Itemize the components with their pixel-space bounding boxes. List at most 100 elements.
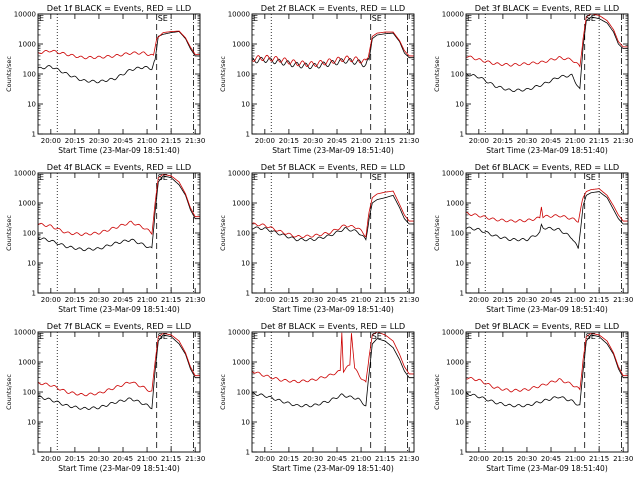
y-tick-label: 1000 (232, 41, 250, 49)
panel-title: Det 8f BLACK = Events, RED = LLD (261, 321, 405, 331)
y-tick-label: 10000 (14, 11, 36, 19)
x-tick-label: 21:00 (565, 137, 585, 145)
x-tick-label: 20:45 (327, 137, 347, 145)
panel-8: Det 8f BLACK = Events, RED = LLD Counts/s… (219, 321, 419, 473)
y-tick-label: 1000 (446, 200, 464, 208)
series-lld-line (466, 332, 628, 393)
marker-e: E (253, 173, 258, 182)
x-axis-label: Start Time (23-Mar-09 18:51:40) (58, 146, 180, 155)
marker-se: SE (586, 173, 596, 182)
x-tick-label: 20:15 (65, 137, 85, 145)
marker-e: E (39, 332, 44, 341)
plot-frame (251, 172, 415, 294)
x-tick-label: 20:30 (303, 296, 323, 304)
y-tick-label: 100 (23, 230, 36, 238)
x-tick-label: 20:15 (493, 455, 513, 463)
y-tick-label: 10 (241, 101, 250, 109)
y-tick-label: 1 (460, 449, 464, 457)
x-tick-label: 20:30 (303, 137, 323, 145)
panel-2: Det 2f BLACK = Events, RED = LLD Counts/s… (219, 3, 419, 155)
y-tick-label: 10000 (442, 11, 464, 19)
marker-se: SE (158, 14, 168, 23)
y-tick-label: 10000 (14, 170, 36, 178)
series-lld-line (252, 332, 414, 384)
x-tick-label: 20:00 (41, 455, 61, 463)
y-tick-label: 1000 (232, 359, 250, 367)
x-tick-label: 20:15 (65, 296, 85, 304)
y-tick-label: 10000 (228, 11, 250, 19)
series-events-line (466, 191, 628, 249)
panel-7: Det 7f BLACK = Events, RED = LLD Counts/s… (5, 321, 205, 473)
x-tick-label: 21:30 (399, 296, 419, 304)
marker-se: SE (586, 332, 596, 341)
marker-se: SE (586, 14, 596, 23)
series-lld-line (466, 188, 628, 223)
y-tick-label: 1000 (446, 41, 464, 49)
panel-1: Det 1f BLACK = Events, RED = LLD Counts/s… (5, 3, 205, 155)
x-tick-label: 21:00 (137, 137, 157, 145)
series-lld-line (252, 31, 414, 67)
x-tick-label: 21:00 (351, 455, 371, 463)
y-tick-label: 100 (23, 389, 36, 397)
x-tick-label: 21:15 (589, 455, 609, 463)
y-tick-label: 10 (241, 419, 250, 427)
x-tick-label: 20:00 (41, 137, 61, 145)
x-tick-label: 21:00 (565, 296, 585, 304)
x-tick-label: 20:15 (493, 137, 513, 145)
x-tick-label: 21:30 (399, 455, 419, 463)
series-events-line (252, 32, 414, 70)
y-axis-label: Counts/sec (433, 374, 441, 410)
y-tick-label: 10 (455, 101, 464, 109)
panel-5: Det 5f BLACK = Events, RED = LLD Counts/s… (219, 162, 419, 314)
x-tick-label: 21:15 (161, 296, 181, 304)
marker-e: E (467, 173, 472, 182)
series-lld-line (38, 30, 200, 60)
x-tick-label: 20:45 (113, 137, 133, 145)
panel-title: Det 6f BLACK = Events, RED = LLD (475, 162, 619, 172)
x-tick-label: 21:00 (137, 455, 157, 463)
panel-title: Det 2f BLACK = Events, RED = LLD (261, 3, 405, 13)
y-tick-label: 1 (246, 290, 250, 298)
x-tick-label: 21:30 (185, 296, 205, 304)
y-tick-label: 1000 (18, 41, 36, 49)
y-axis-label: Counts/sec (433, 56, 441, 92)
panel-title: Det 3f BLACK = Events, RED = LLD (475, 3, 619, 13)
x-tick-label: 21:30 (613, 455, 633, 463)
marker-se: SE (372, 173, 382, 182)
y-tick-label: 1 (32, 131, 36, 139)
y-axis-label: Counts/sec (5, 56, 13, 92)
series-lld-line (38, 173, 200, 236)
x-tick-label: 20:30 (517, 137, 537, 145)
series-events-line (38, 31, 200, 84)
y-axis-label: Counts/sec (5, 215, 13, 251)
x-tick-label: 21:15 (589, 137, 609, 145)
x-axis-label: Start Time (23-Mar-09 18:51:40) (58, 305, 180, 314)
y-tick-label: 10 (27, 419, 36, 427)
panel-6: Det 6f BLACK = Events, RED = LLD Counts/s… (433, 162, 633, 314)
y-tick-label: 1000 (18, 200, 36, 208)
x-tick-label: 20:00 (255, 296, 275, 304)
series-events-line (466, 16, 628, 93)
y-tick-label: 10000 (14, 329, 36, 337)
x-tick-label: 21:30 (613, 137, 633, 145)
plot-frame (37, 172, 201, 294)
x-tick-label: 21:30 (185, 455, 205, 463)
x-tick-label: 20:15 (279, 455, 299, 463)
marker-e: E (253, 332, 258, 341)
x-tick-label: 20:00 (469, 455, 489, 463)
x-tick-label: 20:00 (41, 296, 61, 304)
marker-se: SE (158, 332, 168, 341)
y-axis-label: Counts/sec (5, 374, 13, 410)
x-tick-label: 21:00 (137, 296, 157, 304)
marker-e: E (467, 14, 472, 23)
marker-e: E (253, 14, 258, 23)
y-tick-label: 100 (237, 389, 250, 397)
x-axis-label: Start Time (23-Mar-09 18:51:40) (486, 464, 608, 473)
x-tick-label: 20:15 (65, 455, 85, 463)
x-tick-label: 21:15 (161, 137, 181, 145)
x-tick-label: 20:00 (469, 137, 489, 145)
y-tick-label: 10 (455, 419, 464, 427)
y-tick-label: 1 (32, 290, 36, 298)
x-tick-label: 20:30 (89, 137, 109, 145)
x-tick-label: 20:30 (303, 455, 323, 463)
